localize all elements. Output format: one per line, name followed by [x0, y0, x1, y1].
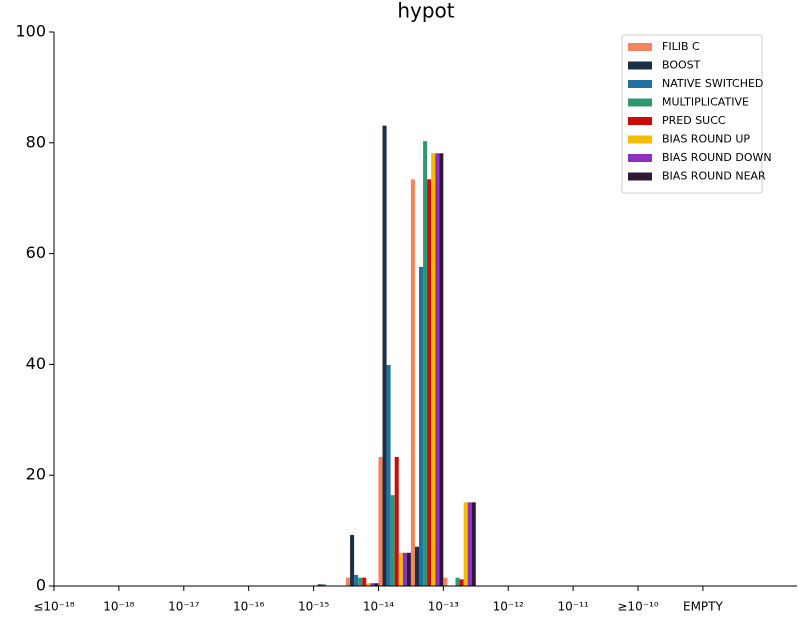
- bar: [423, 141, 428, 586]
- y-tick-label: 20: [26, 465, 46, 484]
- legend-swatch: [628, 80, 652, 88]
- bar: [346, 577, 351, 586]
- bar: [471, 502, 476, 586]
- bar: [366, 583, 371, 586]
- bar: [419, 266, 424, 586]
- y-tick-label: 0: [36, 576, 46, 595]
- bar: [459, 579, 464, 586]
- legend-swatch: [628, 98, 652, 107]
- bar: [390, 495, 395, 586]
- bar: [370, 583, 375, 586]
- bar: [354, 574, 359, 586]
- x-tick-label: ≤10⁻¹⁸: [33, 600, 74, 614]
- bar: [406, 552, 411, 586]
- bar: [463, 502, 468, 586]
- legend: FILIB C BOOST NATIVE SWITCHED MULTIPLICATIV…: [621, 34, 772, 194]
- bar: [362, 577, 367, 586]
- legend-label: BIAS ROUND UP: [662, 133, 750, 146]
- bar: [467, 502, 472, 586]
- legend-label: PRED SUCC: [662, 114, 726, 127]
- bar: [443, 577, 448, 586]
- bar: [374, 583, 379, 586]
- bar: [350, 535, 355, 586]
- x-tick-label: 10⁻¹⁶: [233, 600, 264, 614]
- legend-swatch: [628, 172, 652, 181]
- legend-label: BIAS ROUND DOWN: [662, 151, 772, 164]
- bar: [358, 577, 363, 586]
- legend-label: FILIB C: [662, 40, 700, 53]
- x-tick-label: 10⁻¹⁴: [363, 600, 394, 614]
- y-tick-label: 40: [26, 354, 46, 373]
- y-tick-label: 60: [26, 243, 46, 262]
- x-tick-label: 10⁻¹²: [493, 600, 524, 614]
- x-tick-label: 10⁻¹¹: [558, 600, 589, 614]
- bar: [414, 546, 420, 586]
- x-tick-label: 10⁻¹⁸: [103, 600, 134, 614]
- legend-swatch: [628, 135, 652, 144]
- bar: [317, 584, 322, 586]
- bar: [321, 584, 326, 586]
- x-tick-label: 10⁻¹⁷: [168, 600, 199, 614]
- bar: [402, 552, 407, 586]
- legend-swatch: [628, 154, 652, 162]
- x-tick-label: 10⁻¹⁵: [298, 600, 329, 614]
- legend-frame: [621, 34, 763, 194]
- y-tick-label: 80: [26, 132, 46, 151]
- bar: [455, 577, 460, 586]
- bar: [394, 456, 399, 586]
- bar: [398, 552, 403, 586]
- legend-swatch: [628, 61, 652, 70]
- x-tick-label: ≥10⁻¹⁰: [617, 600, 658, 614]
- chart-title: hypot: [397, 0, 454, 23]
- x-tick-label: EMPTY: [683, 600, 724, 614]
- x-tick-label: 10⁻¹³: [428, 600, 459, 614]
- bar: [439, 153, 444, 587]
- legend-swatch: [628, 117, 652, 125]
- bar: [410, 179, 415, 586]
- bar: [378, 456, 383, 586]
- legend-label: BIAS ROUND NEAR: [662, 170, 766, 183]
- bar: [382, 125, 387, 586]
- bar: [427, 179, 432, 586]
- legend-label: NATIVE SWITCHED: [662, 77, 763, 90]
- legend-label: BOOST: [662, 59, 701, 72]
- y-tick-label: 100: [15, 22, 46, 41]
- bar: [435, 153, 440, 587]
- legend-swatch: [628, 43, 652, 51]
- legend-label: MULTIPLICATIVE: [662, 96, 749, 109]
- bar: [386, 364, 391, 586]
- bar: [431, 153, 436, 587]
